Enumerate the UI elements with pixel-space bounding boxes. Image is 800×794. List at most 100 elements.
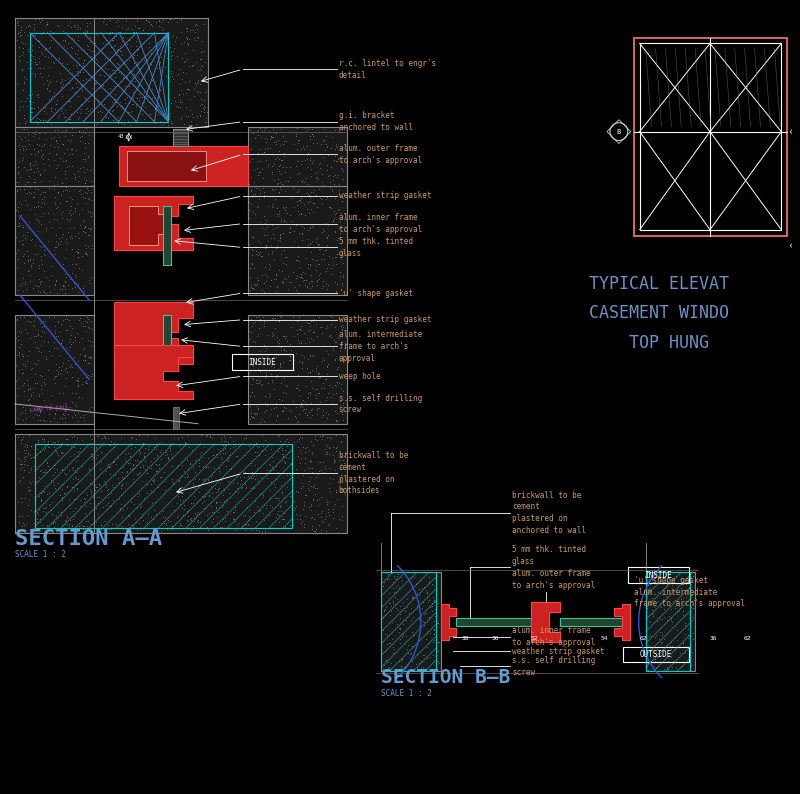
Point [82,515,94,527]
Point [66,360,78,373]
Point [266,327,278,340]
Point [322,205,334,218]
Point [25,27,38,40]
Point [415,601,428,614]
Text: OUTSIDE: OUTSIDE [639,650,672,659]
Point [30,203,42,216]
Point [304,193,317,206]
Point [670,570,682,583]
Point [242,125,255,138]
Point [320,406,333,418]
Point [292,286,305,299]
Point [54,237,67,250]
Point [379,654,392,667]
Point [112,43,125,56]
Point [382,661,395,673]
Point [322,482,335,495]
Point [207,513,220,526]
Point [679,647,692,660]
Point [118,472,130,484]
Point [158,511,171,524]
Point [58,280,70,293]
Point [338,202,350,215]
Point [202,461,214,473]
Point [90,75,102,87]
Point [142,440,155,453]
Point [250,370,263,383]
Point [58,380,71,393]
Point [293,207,306,220]
Point [65,337,78,350]
Point [198,18,210,31]
Point [249,207,262,220]
Point [102,491,115,503]
Point [290,485,302,498]
Point [110,44,123,56]
Point [93,491,106,503]
Point [305,275,318,287]
Point [653,626,666,638]
Point [335,382,348,395]
Point [338,208,351,221]
Point [162,453,174,465]
Point [175,470,188,483]
Point [322,495,335,508]
Polygon shape [614,604,630,640]
Point [84,518,97,530]
Point [310,364,322,377]
Point [133,428,146,441]
Point [122,520,135,533]
Point [654,612,667,625]
Point [98,61,111,74]
Point [150,464,163,477]
Point [62,225,74,238]
Point [86,101,98,114]
Point [249,445,262,458]
Point [109,93,122,106]
Point [304,323,317,336]
Point [394,654,407,667]
Point [18,438,31,451]
Point [288,235,301,248]
Point [136,475,149,488]
Point [39,41,52,54]
Point [246,372,259,385]
Point [326,198,338,211]
Point [278,272,290,284]
Point [406,592,418,604]
Point [42,93,55,106]
Point [58,164,71,177]
Point [74,494,87,507]
Point [146,19,158,32]
Point [298,121,311,134]
Point [432,654,445,667]
Point [310,471,322,484]
Point [277,201,290,214]
Point [197,102,210,114]
Point [51,123,64,136]
Point [265,206,278,219]
Point [16,432,29,445]
Point [287,484,300,496]
Point [46,468,59,481]
Point [27,460,40,472]
Point [295,270,308,283]
Point [56,334,69,347]
Bar [15,434,346,533]
Point [60,372,73,384]
Point [212,506,225,518]
Point [201,521,214,534]
Point [244,261,257,274]
Point [69,280,82,293]
Point [43,41,56,54]
Point [186,107,198,120]
Point [58,110,71,123]
Text: B: B [617,129,621,135]
Point [651,615,664,627]
Point [213,462,226,475]
Point [39,441,52,454]
Point [298,222,310,234]
Point [323,310,336,322]
Point [166,460,178,472]
Point [25,440,38,453]
